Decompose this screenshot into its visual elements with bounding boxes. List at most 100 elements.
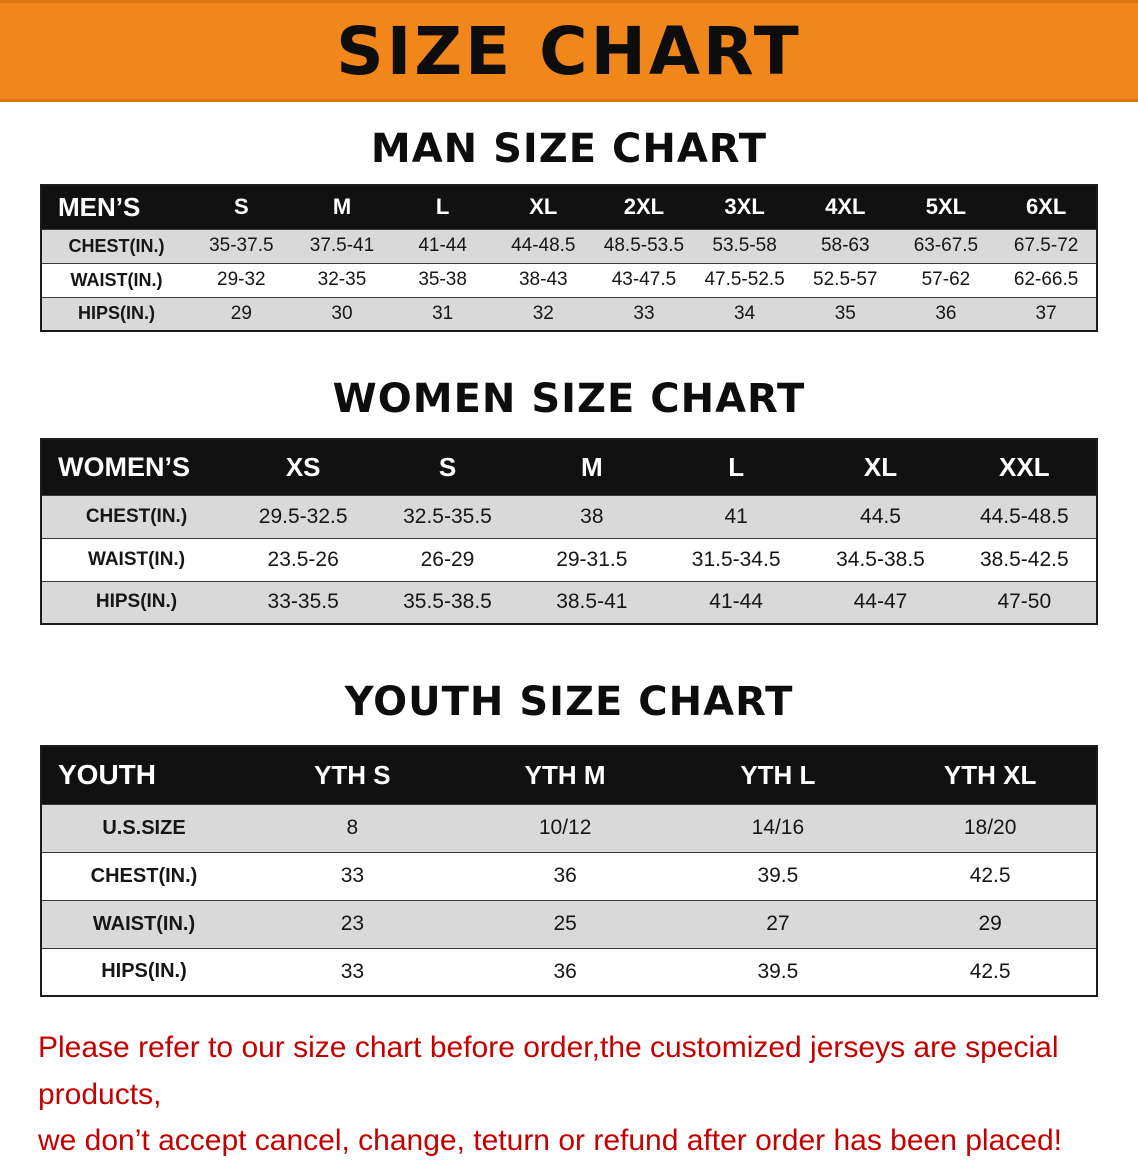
value-cell: 67.5-72 bbox=[996, 228, 1097, 263]
value-cell: 32-35 bbox=[291, 262, 393, 297]
value-cell: 39.5 bbox=[671, 947, 885, 996]
row-label: U.S.SIZE bbox=[41, 803, 246, 852]
value-cell: 36 bbox=[458, 947, 672, 996]
table-title-cell: WOMEN’S bbox=[41, 439, 231, 495]
size-header-cell: 3XL bbox=[694, 185, 795, 229]
value-cell: 48.5-53.5 bbox=[593, 228, 695, 263]
value-cell: 35 bbox=[794, 296, 896, 331]
value-cell: 29-31.5 bbox=[519, 537, 664, 581]
value-cell: 31.5-34.5 bbox=[663, 537, 809, 581]
value-cell: 41-44 bbox=[392, 228, 493, 263]
disclaimer-line: we don’t accept cancel, change, teturn o… bbox=[38, 1124, 1062, 1157]
value-cell: 10/12 bbox=[458, 803, 672, 852]
measurement-row: HIPS(IN.) 33 36 39.5 42.5 bbox=[41, 947, 1097, 996]
women-size-table: WOMEN’S XS S M L XL XXL CHEST(IN.) 29.5-32.5 32.5… bbox=[40, 438, 1098, 625]
value-cell: 42.5 bbox=[884, 851, 1097, 900]
value-cell: 29 bbox=[191, 296, 292, 331]
value-cell: 33 bbox=[246, 947, 459, 996]
row-label: CHEST(IN.) bbox=[41, 851, 246, 900]
measurement-row: WAIST(IN.) 29-32 32-35 35-38 38-43 43-47.5 47.… bbox=[41, 262, 1097, 297]
size-header-cell: XS bbox=[231, 439, 376, 495]
youth-size-table: YOUTH YTH S YTH M YTH L YTH XL U.S.SIZE 8 10/12… bbox=[40, 745, 1098, 997]
measurement-row: U.S.SIZE 8 10/12 14/16 18/20 bbox=[41, 803, 1097, 852]
row-label: HIPS(IN.) bbox=[41, 947, 246, 996]
value-cell: 18/20 bbox=[884, 803, 1097, 852]
value-cell: 35-37.5 bbox=[191, 228, 292, 263]
value-cell: 38.5-41 bbox=[519, 580, 664, 624]
order-disclaimer: Please refer to our size chart before or… bbox=[0, 1025, 1138, 1165]
value-cell: 44-47 bbox=[808, 580, 953, 624]
value-cell: 38-43 bbox=[492, 262, 594, 297]
value-cell: 58-63 bbox=[794, 228, 896, 263]
value-cell: 32.5-35.5 bbox=[375, 494, 520, 538]
row-label: WAIST(IN.) bbox=[41, 899, 246, 948]
measurement-row: HIPS(IN.) 33-35.5 35.5-38.5 38.5-41 41-44 44-… bbox=[41, 580, 1097, 624]
value-cell: 23 bbox=[246, 899, 459, 948]
value-cell: 44-48.5 bbox=[492, 228, 594, 263]
size-chart-banner: SIZE CHART bbox=[0, 0, 1138, 102]
size-header-cell: L bbox=[663, 439, 809, 495]
row-label: WAIST(IN.) bbox=[41, 262, 191, 297]
value-cell: 30 bbox=[291, 296, 393, 331]
row-label: WAIST(IN.) bbox=[41, 537, 231, 581]
youth-table-wrapper: YOUTH YTH S YTH M YTH L YTH XL U.S.SIZE 8 10/12… bbox=[0, 745, 1138, 997]
value-cell: 42.5 bbox=[884, 947, 1097, 996]
value-cell: 33-35.5 bbox=[231, 580, 376, 624]
size-header-cell: YTH XL bbox=[884, 746, 1097, 804]
table-header-row: YOUTH YTH S YTH M YTH L YTH XL bbox=[41, 746, 1097, 804]
measurement-row: WAIST(IN.) 23 25 27 29 bbox=[41, 899, 1097, 948]
measurement-row: CHEST(IN.) 33 36 39.5 42.5 bbox=[41, 851, 1097, 900]
size-header-cell: M bbox=[291, 185, 393, 229]
value-cell: 34 bbox=[694, 296, 795, 331]
size-header-cell: YTH S bbox=[246, 746, 459, 804]
value-cell: 52.5-57 bbox=[794, 262, 896, 297]
value-cell: 23.5-26 bbox=[231, 537, 376, 581]
value-cell: 29-32 bbox=[191, 262, 292, 297]
value-cell: 36 bbox=[895, 296, 997, 331]
size-header-cell: YTH M bbox=[458, 746, 672, 804]
value-cell: 31 bbox=[392, 296, 493, 331]
men-section-heading: MAN SIZE CHART bbox=[370, 126, 768, 172]
value-cell: 41 bbox=[663, 494, 809, 538]
value-cell: 57-62 bbox=[895, 262, 997, 297]
value-cell: 38.5-42.5 bbox=[952, 537, 1097, 581]
value-cell: 34.5-38.5 bbox=[808, 537, 953, 581]
value-cell: 62-66.5 bbox=[996, 262, 1097, 297]
value-cell: 41-44 bbox=[663, 580, 809, 624]
value-cell: 33 bbox=[246, 851, 459, 900]
size-header-cell: 5XL bbox=[895, 185, 997, 229]
value-cell: 44.5-48.5 bbox=[952, 494, 1097, 538]
row-label: HIPS(IN.) bbox=[41, 296, 191, 331]
value-cell: 29.5-32.5 bbox=[231, 494, 376, 538]
row-label: CHEST(IN.) bbox=[41, 494, 231, 538]
youth-section-heading: YOUTH SIZE CHART bbox=[344, 679, 794, 725]
value-cell: 33 bbox=[593, 296, 695, 331]
value-cell: 29 bbox=[884, 899, 1097, 948]
size-header-cell: 6XL bbox=[996, 185, 1097, 229]
value-cell: 47-50 bbox=[952, 580, 1097, 624]
value-cell: 63-67.5 bbox=[895, 228, 997, 263]
value-cell: 39.5 bbox=[671, 851, 885, 900]
value-cell: 14/16 bbox=[671, 803, 885, 852]
value-cell: 8 bbox=[246, 803, 459, 852]
value-cell: 43-47.5 bbox=[593, 262, 695, 297]
row-label: CHEST(IN.) bbox=[41, 228, 191, 263]
size-header-cell: XXL bbox=[952, 439, 1097, 495]
men-table-wrapper: MEN’S S M L XL 2XL 3XL 4XL 5XL 6XL CHEST(IN.) 35-37… bbox=[0, 184, 1138, 332]
table-title-cell: MEN’S bbox=[41, 185, 191, 229]
women-section-heading: WOMEN SIZE CHART bbox=[332, 376, 806, 422]
disclaimer-line: Please refer to our size chart before or… bbox=[38, 1031, 1059, 1111]
row-label: HIPS(IN.) bbox=[41, 580, 231, 624]
value-cell: 37.5-41 bbox=[291, 228, 393, 263]
men-size-table: MEN’S S M L XL 2XL 3XL 4XL 5XL 6XL CHEST(IN.) 35-37… bbox=[40, 184, 1098, 332]
size-header-cell: 2XL bbox=[593, 185, 695, 229]
table-header-row: MEN’S S M L XL 2XL 3XL 4XL 5XL 6XL bbox=[41, 185, 1097, 229]
value-cell: 35.5-38.5 bbox=[375, 580, 520, 624]
size-header-cell: S bbox=[375, 439, 520, 495]
value-cell: 53.5-58 bbox=[694, 228, 795, 263]
value-cell: 35-38 bbox=[392, 262, 493, 297]
value-cell: 27 bbox=[671, 899, 885, 948]
size-header-cell: S bbox=[191, 185, 292, 229]
value-cell: 37 bbox=[996, 296, 1097, 331]
value-cell: 32 bbox=[492, 296, 594, 331]
